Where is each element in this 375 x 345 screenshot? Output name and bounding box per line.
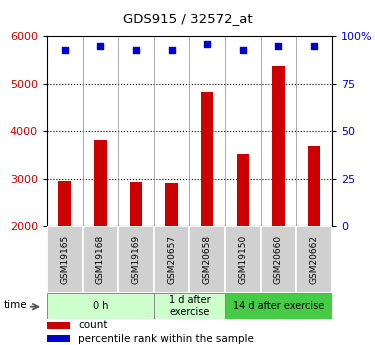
Point [168, 47, 174, 52]
FancyBboxPatch shape [261, 226, 296, 293]
FancyBboxPatch shape [118, 226, 154, 293]
Text: GSM20662: GSM20662 [310, 235, 318, 284]
FancyBboxPatch shape [82, 226, 118, 293]
Text: count: count [78, 321, 108, 330]
Text: GSM20658: GSM20658 [202, 235, 211, 284]
FancyBboxPatch shape [296, 226, 332, 293]
Bar [165, 183, 178, 226]
Text: GDS915 / 32572_at: GDS915 / 32572_at [123, 12, 252, 25]
Bar [201, 92, 213, 226]
Point [62, 47, 68, 52]
Text: GSM19168: GSM19168 [96, 235, 105, 284]
Bar [47, 335, 70, 342]
FancyBboxPatch shape [189, 226, 225, 293]
Bar [58, 181, 71, 226]
FancyBboxPatch shape [47, 226, 82, 293]
Point [240, 47, 246, 52]
Text: percentile rank within the sample: percentile rank within the sample [78, 334, 254, 344]
FancyBboxPatch shape [225, 293, 332, 319]
Bar [308, 146, 320, 226]
FancyBboxPatch shape [225, 226, 261, 293]
Point [275, 43, 281, 48]
FancyBboxPatch shape [47, 293, 154, 319]
Bar [130, 182, 142, 226]
Bar [47, 322, 70, 329]
FancyBboxPatch shape [154, 226, 189, 293]
Text: GSM20660: GSM20660 [274, 235, 283, 284]
Text: GSM19150: GSM19150 [238, 235, 248, 284]
Point [133, 47, 139, 52]
Text: time: time [4, 300, 27, 310]
Text: 1 d after
exercise: 1 d after exercise [169, 295, 210, 317]
Text: GSM20657: GSM20657 [167, 235, 176, 284]
Point [98, 43, 104, 48]
Bar [237, 154, 249, 226]
Text: 0 h: 0 h [93, 301, 108, 311]
Bar [94, 140, 106, 226]
Point [204, 41, 210, 47]
Bar [272, 66, 285, 226]
Text: 14 d after exercise: 14 d after exercise [233, 301, 324, 311]
Point [311, 43, 317, 48]
Text: GSM19169: GSM19169 [131, 235, 140, 284]
Text: GSM19165: GSM19165 [60, 235, 69, 284]
FancyBboxPatch shape [154, 293, 225, 319]
